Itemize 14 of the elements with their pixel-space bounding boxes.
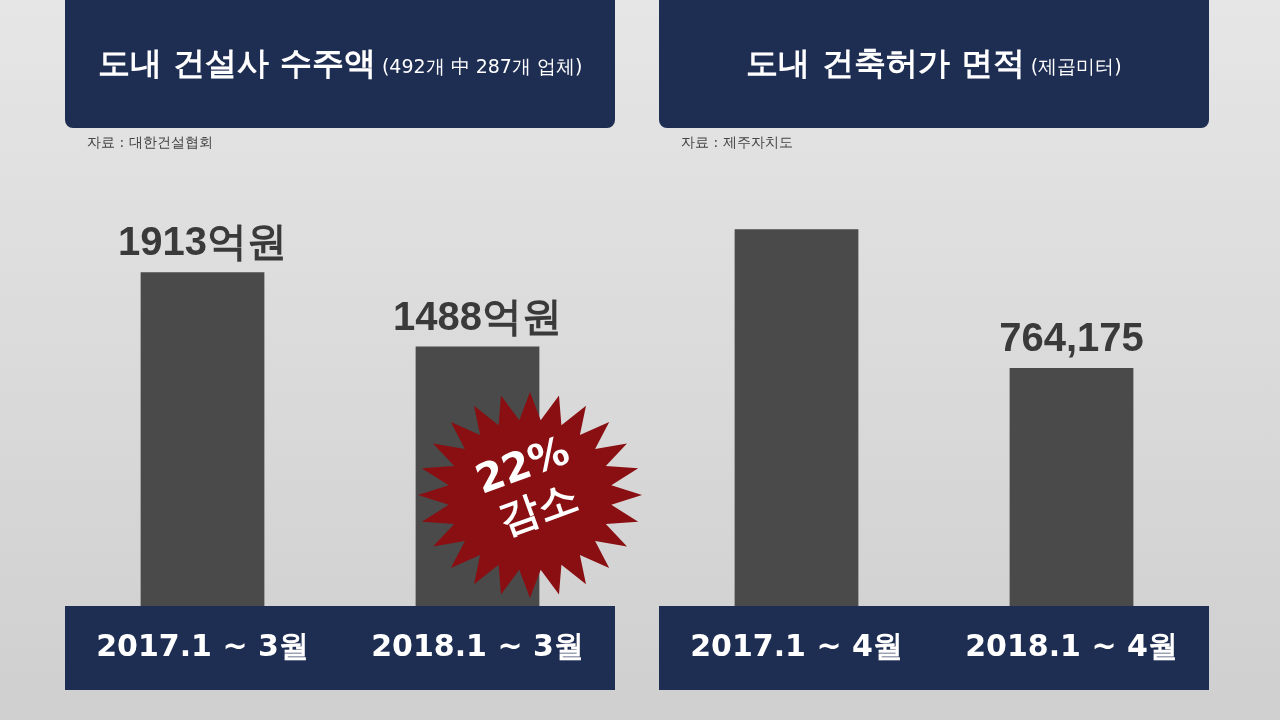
data-label: 1488억원 — [393, 293, 562, 338]
x-tick-label: 2018.1 ~ 4월 — [965, 627, 1178, 663]
annotation: 22% 감소 — [468, 425, 585, 545]
x-tick-label: 2017.1 ~ 3월 — [96, 627, 309, 663]
data-label: 1913억원 — [118, 219, 287, 264]
chart-title: 도내 건설사 수주액 — [97, 43, 376, 84]
data-label: 764,175 — [999, 315, 1144, 360]
chart-subtitle: (제곱미터) — [1030, 54, 1122, 79]
text: 자료 : 제주자치도 — [681, 134, 793, 152]
chart-subtitle: (492개 中 287개 업체) — [381, 54, 583, 79]
x-tick-label: 2017.1 ~ 4월 — [690, 627, 903, 663]
text: 자료 : 대한건설협회 — [87, 134, 213, 152]
x-tick-label: 2018.1 ~ 3월 — [371, 627, 584, 663]
chart-title: 도내 건축허가 면적 — [746, 43, 1025, 84]
